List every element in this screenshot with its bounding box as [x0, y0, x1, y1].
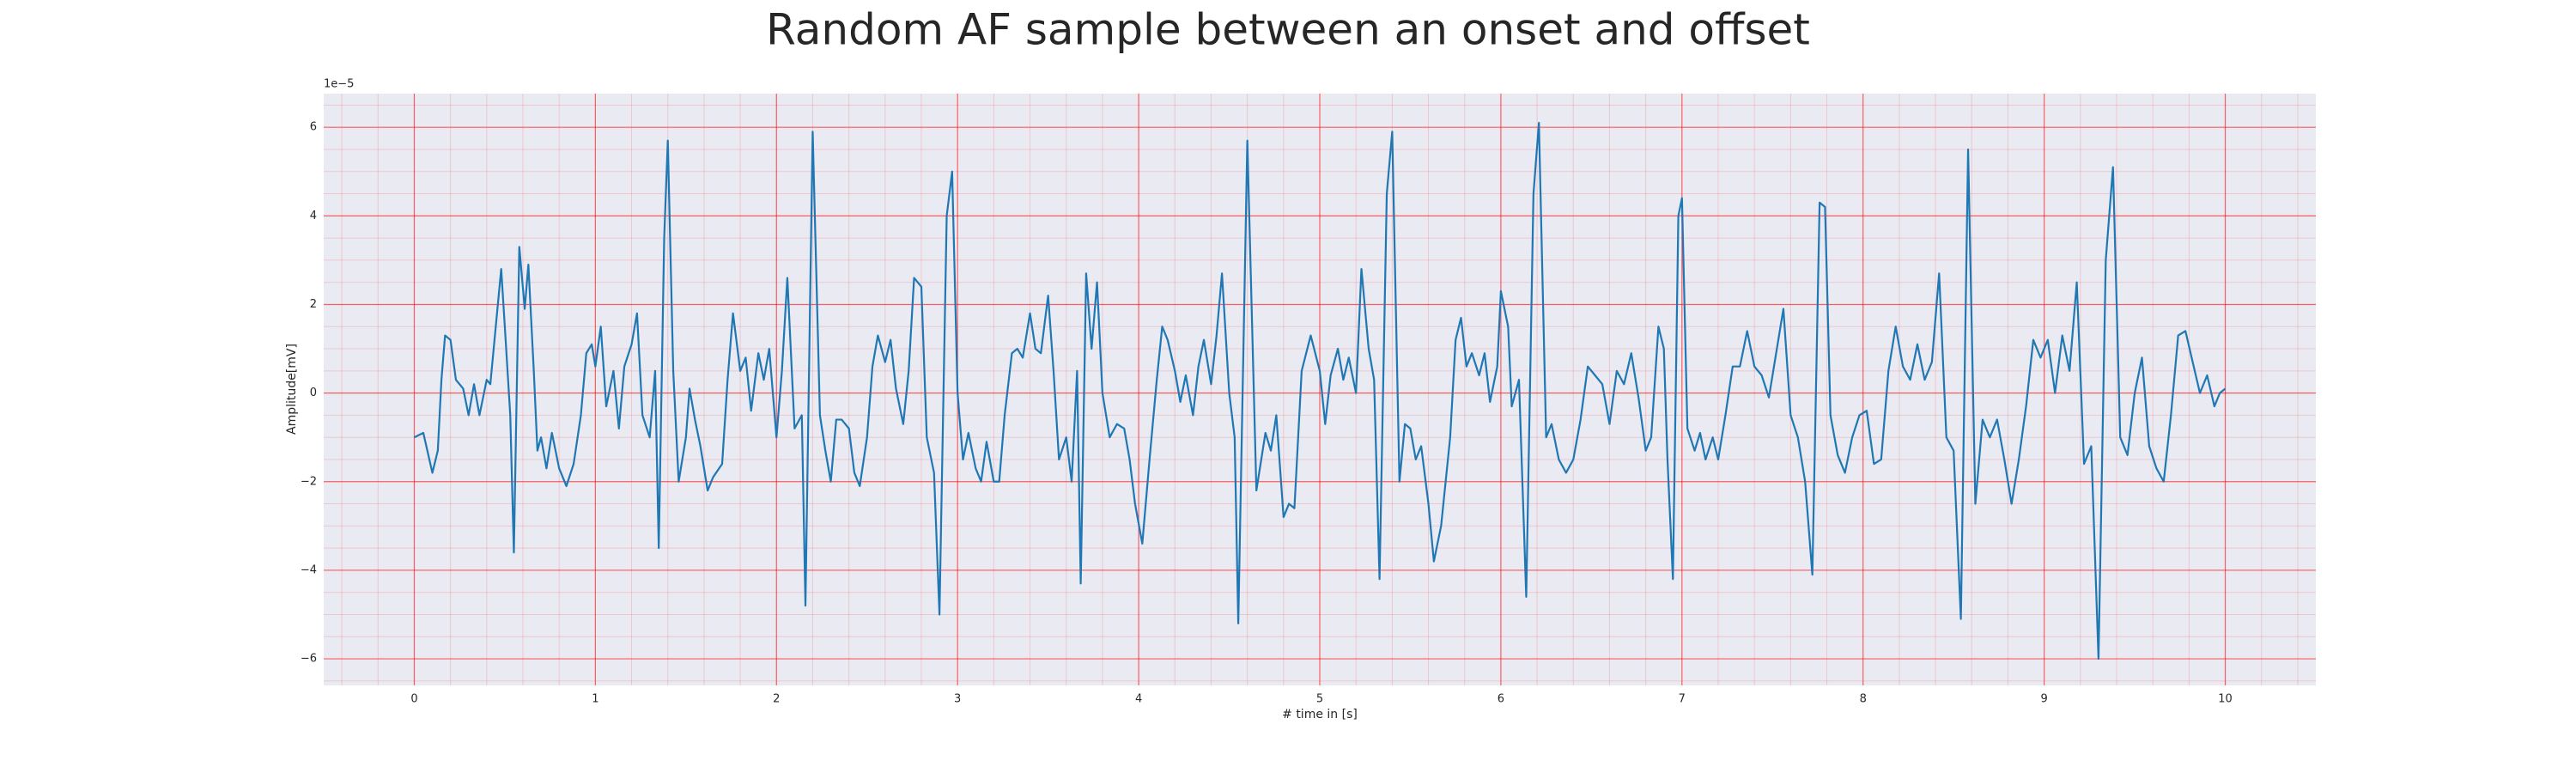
x-tick-label: 4	[1135, 693, 1142, 706]
x-tick-label: 9	[2040, 693, 2047, 706]
x-tick-label: 1	[592, 693, 598, 706]
x-tick-label: 5	[1316, 693, 1323, 706]
y-tick-label: 0	[310, 386, 317, 399]
signal-line	[413, 121, 2227, 660]
x-tick-label: 0	[410, 693, 417, 706]
y-tick-label: 6	[310, 121, 317, 134]
x-tick-label: 2	[773, 693, 780, 706]
y-tick-label: −6	[301, 653, 317, 666]
y-tick-label: 2	[310, 298, 317, 311]
x-tick-label: 6	[1498, 693, 1504, 706]
y-offset-label: 1e−5	[324, 78, 354, 91]
x-tick-label: 8	[1860, 693, 1867, 706]
x-tick-label: 3	[954, 693, 961, 706]
y-axis-label: Amplitude[mV]	[285, 344, 299, 435]
chart-title: Random AF sample between an onset and of…	[766, 5, 1810, 55]
x-tick-label: 7	[1679, 693, 1686, 706]
y-tick-label: −2	[301, 475, 317, 488]
x-axis-label: # time in [s]	[1282, 708, 1358, 721]
y-tick-label: −4	[301, 563, 317, 576]
x-tick-label: 10	[2218, 693, 2233, 706]
y-tick-label: 4	[310, 210, 317, 222]
